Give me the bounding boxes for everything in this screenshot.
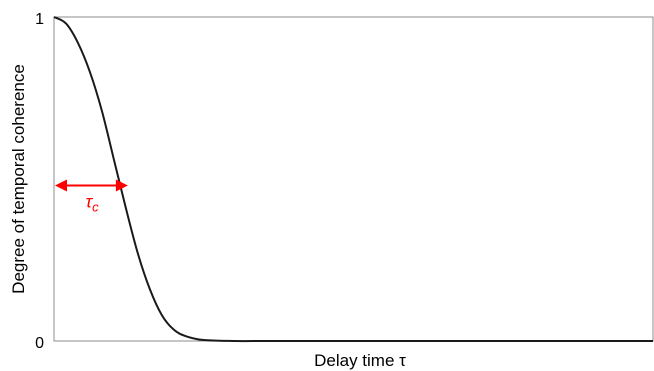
tau-c-arrowhead-left xyxy=(55,179,67,192)
chart-marks: τc xyxy=(53,16,653,343)
coherence-curve-line xyxy=(53,16,653,343)
y-axis-title: Degree of temporal coherence xyxy=(9,64,28,294)
tau-c-label: τc xyxy=(85,191,99,214)
y-tick-label-top: 1 xyxy=(35,11,44,28)
y-tick-label-bottom: 0 xyxy=(35,335,44,352)
plot-frame xyxy=(53,16,654,342)
tau-c-arrowhead-right xyxy=(115,179,128,192)
x-axis-title: Delay time τ xyxy=(314,351,406,370)
